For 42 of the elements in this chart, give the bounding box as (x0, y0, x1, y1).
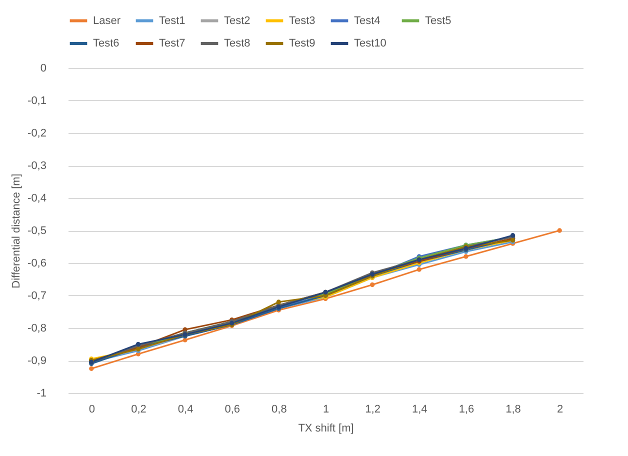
y-tick-label: -0,1 (28, 95, 46, 107)
legend-label: Test2 (224, 14, 250, 27)
legend-label: Test1 (159, 14, 186, 27)
y-tick-label: 0 (40, 62, 46, 74)
legend-label: Test7 (159, 38, 186, 50)
x-tick-label: 1,8 (506, 404, 521, 416)
point (464, 254, 468, 259)
point (276, 300, 282, 304)
x-tick-label: 1 (322, 404, 330, 416)
point (182, 338, 188, 342)
point (416, 267, 422, 272)
x-tick-label: 0 (88, 404, 95, 416)
y-tick-label: -0,7 (28, 290, 46, 302)
point (557, 228, 562, 233)
x-tick-label: 1,4 (412, 404, 428, 416)
y-tick-label: -0,3 (28, 160, 46, 172)
point (370, 282, 375, 288)
x-axis-title: TX shift [m] (298, 422, 354, 434)
x-tick-label: 2 (557, 404, 564, 416)
x-tick-label: 1,6 (458, 404, 474, 416)
x-tick-label: 1,2 (365, 404, 380, 416)
y-axis-title: Differential distance [m] (10, 174, 23, 288)
y-tick-label: -0,2 (28, 128, 46, 140)
y-tick-label: -0,6 (28, 258, 46, 270)
x-tick-label: 0,2 (131, 404, 146, 416)
y-tick-label: -0,5 (28, 225, 46, 237)
legend-label: Test6 (93, 38, 120, 50)
point (89, 366, 94, 371)
x-tick-label: 0,6 (224, 404, 240, 416)
x-tick-label: 0,4 (178, 404, 194, 416)
legend-label: Test4 (354, 14, 380, 27)
y-tick-label: -0,4 (28, 192, 46, 204)
legend-label: Test8 (224, 38, 250, 50)
x-tick-label: 0,8 (272, 404, 287, 416)
legend-label: Test5 (425, 14, 452, 27)
legend-label: Test10 (354, 38, 386, 50)
y-tick-label: -0,8 (28, 322, 46, 334)
legend-label: Test9 (289, 38, 316, 50)
y-tick-label: -1 (36, 388, 46, 400)
legend-label: Laser (93, 14, 121, 27)
y-tick-label: -0,9 (28, 355, 46, 367)
legend-label: Test3 (289, 14, 316, 27)
